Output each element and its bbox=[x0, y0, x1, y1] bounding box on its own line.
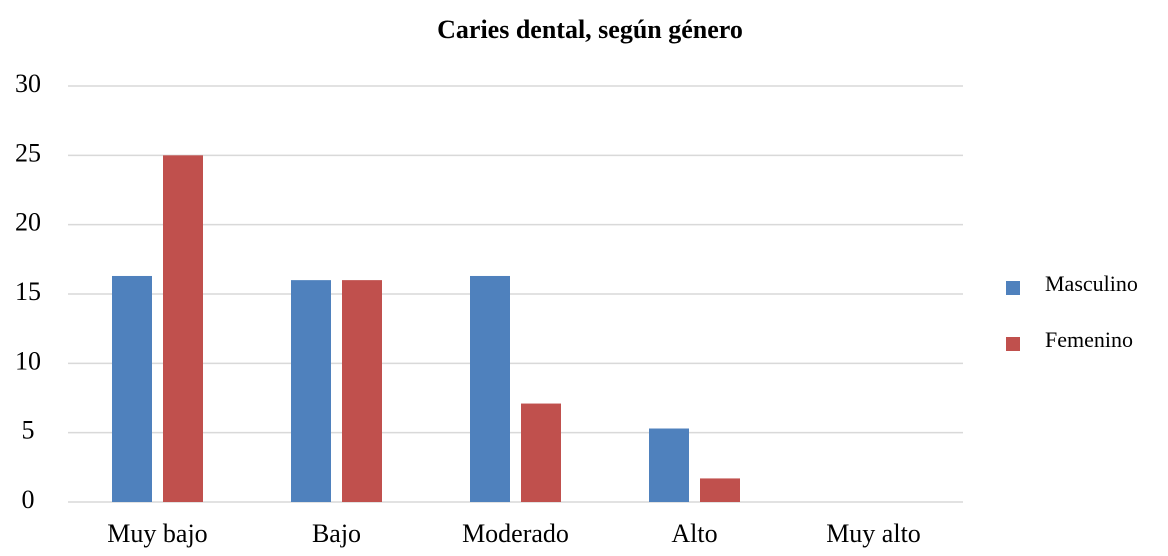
x-tick-label: Alto bbox=[671, 519, 717, 548]
y-tick-label: 25 bbox=[15, 138, 41, 167]
legend-swatch bbox=[1006, 281, 1020, 295]
legend-label: Masculino bbox=[1045, 271, 1138, 296]
bar bbox=[291, 280, 331, 502]
bar bbox=[700, 478, 740, 502]
x-tick-label: Bajo bbox=[312, 519, 361, 548]
y-tick-label: 20 bbox=[15, 208, 41, 237]
y-tick-label: 15 bbox=[15, 277, 41, 306]
legend-label: Femenino bbox=[1045, 327, 1133, 352]
y-tick-label: 5 bbox=[22, 416, 35, 445]
bar bbox=[163, 155, 203, 503]
x-tick-label: Muy bajo bbox=[107, 519, 207, 548]
x-tick-label: Moderado bbox=[462, 519, 569, 548]
legend-swatch bbox=[1006, 337, 1020, 351]
y-tick-label: 10 bbox=[15, 346, 41, 375]
bar bbox=[649, 428, 689, 502]
y-tick-label: 0 bbox=[22, 485, 35, 514]
y-tick-label: 30 bbox=[15, 69, 41, 98]
bar bbox=[342, 280, 382, 502]
bar bbox=[112, 275, 152, 502]
bar bbox=[470, 275, 510, 502]
chart-title: Caries dental, según género bbox=[437, 15, 743, 44]
bar bbox=[521, 403, 561, 502]
x-tick-label: Muy alto bbox=[826, 519, 921, 548]
